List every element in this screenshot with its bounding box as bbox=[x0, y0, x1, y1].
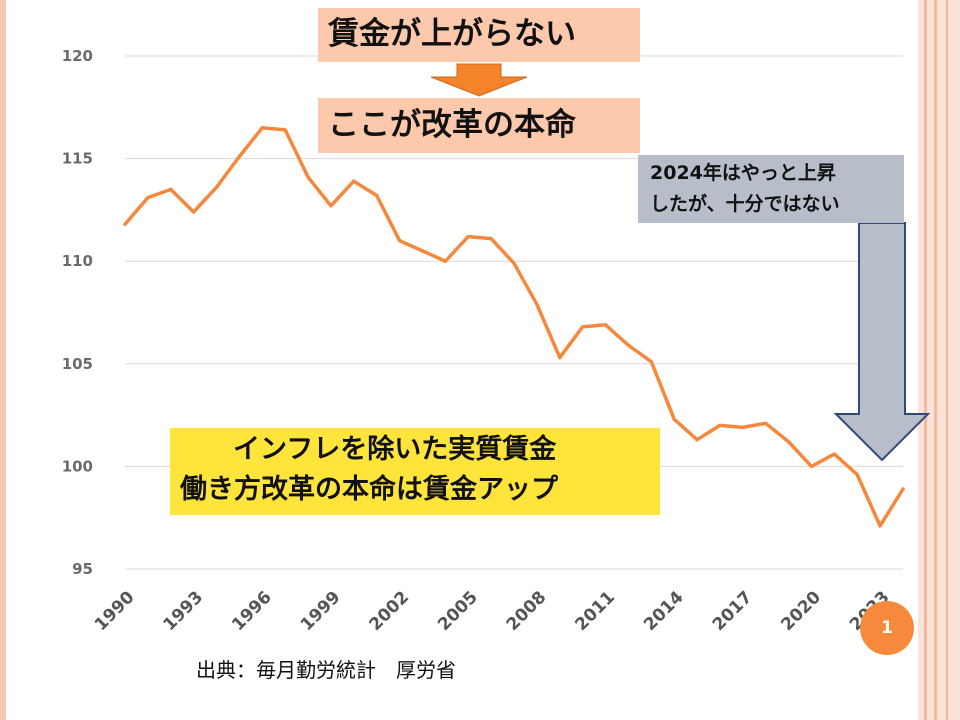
data-point-2000 bbox=[352, 179, 356, 183]
page-number-badge: 1 bbox=[860, 601, 914, 655]
data-point-2012 bbox=[626, 343, 631, 347]
data-point-2014 bbox=[672, 417, 676, 421]
headline-wages-not-rising: 賃金が上がらない bbox=[318, 8, 640, 62]
note-line-2: したが、十分ではない bbox=[650, 193, 840, 215]
data-point-1996 bbox=[260, 126, 264, 130]
data-point-2017 bbox=[741, 425, 745, 429]
data-point-2003 bbox=[420, 249, 425, 253]
x-tick-label: 1999 bbox=[297, 587, 345, 635]
data-point-2021 bbox=[832, 452, 837, 456]
data-point-2015 bbox=[695, 438, 699, 442]
data-point-1991 bbox=[146, 196, 150, 200]
x-tick-label: 1990 bbox=[91, 587, 139, 635]
x-tick-label: 1996 bbox=[228, 587, 276, 635]
caption-real-wages: インフレを除いた実質賃金 働き方改革の本命は賃金アップ bbox=[170, 428, 660, 515]
data-point-2002 bbox=[398, 239, 402, 243]
source-citation: 出典：毎月勤労統計 厚労省 bbox=[196, 658, 456, 682]
wage-series bbox=[123, 126, 905, 528]
data-point-2022 bbox=[855, 473, 859, 477]
data-point-2016 bbox=[718, 423, 722, 427]
x-tick-label: 2017 bbox=[709, 587, 757, 635]
note-line-1: 2024年はやっと上昇 bbox=[650, 162, 836, 184]
y-axis-ticks: 95 100 105 110 115 120 bbox=[62, 47, 93, 578]
data-point-2001 bbox=[375, 193, 379, 198]
data-point-2024 bbox=[901, 487, 905, 491]
data-point-2013 bbox=[649, 360, 653, 364]
orange-down-arrow bbox=[430, 63, 528, 97]
data-point-2008 bbox=[535, 302, 539, 306]
data-point-2018 bbox=[764, 421, 768, 425]
data-point-1993 bbox=[192, 210, 196, 214]
data-point-1999 bbox=[329, 204, 333, 208]
headline-reform-core: ここが改革の本命 bbox=[318, 98, 640, 153]
x-tick-label: 2005 bbox=[434, 587, 482, 635]
x-tick-label: 2014 bbox=[640, 587, 688, 635]
y-tick-label: 110 bbox=[62, 252, 93, 270]
x-tick-label: 1993 bbox=[160, 587, 208, 635]
data-point-2023 bbox=[878, 524, 882, 528]
note-2024-rise: 2024年はやっと上昇 したが、十分ではない bbox=[638, 155, 904, 223]
data-point-1992 bbox=[169, 187, 173, 191]
y-tick-label: 100 bbox=[62, 457, 93, 475]
data-point-2009 bbox=[558, 356, 562, 360]
data-point-1995 bbox=[237, 154, 241, 159]
y-tick-label: 95 bbox=[72, 560, 93, 578]
data-point-2004 bbox=[443, 259, 447, 263]
data-point-2020 bbox=[809, 464, 814, 468]
caption-line-2: 働き方改革の本命は賃金アップ bbox=[180, 474, 558, 505]
data-point-2006 bbox=[489, 237, 493, 241]
frame-stripe bbox=[924, 0, 927, 720]
x-tick-label: 2020 bbox=[777, 587, 825, 635]
x-tick-label: 2008 bbox=[503, 587, 551, 635]
x-tick-label: 2011 bbox=[571, 587, 619, 635]
left-frame-stripe bbox=[0, 0, 6, 720]
frame-stripe bbox=[946, 0, 948, 720]
data-point-1997 bbox=[283, 128, 287, 132]
frame-stripe bbox=[934, 0, 937, 720]
data-point-1990 bbox=[123, 222, 127, 226]
caption-line-1: インフレを除いた実質賃金 bbox=[233, 434, 557, 465]
x-tick-label: 2002 bbox=[366, 587, 414, 635]
data-point-2019 bbox=[787, 440, 791, 444]
x-axis-ticks: 1990 1993 1996 1999 2002 2005 2008 2011 2014 2017… bbox=[91, 587, 894, 635]
y-tick-label: 120 bbox=[62, 47, 93, 65]
data-point-2005 bbox=[466, 235, 470, 239]
data-point-1998 bbox=[306, 175, 310, 179]
data-point-2011 bbox=[603, 323, 608, 327]
y-tick-label: 105 bbox=[62, 355, 93, 373]
data-point-1994 bbox=[214, 185, 219, 189]
right-frame-stripes bbox=[918, 0, 960, 720]
data-point-2010 bbox=[581, 325, 585, 329]
data-point-2007 bbox=[512, 261, 516, 265]
gray-down-arrow bbox=[833, 222, 931, 462]
y-tick-label: 115 bbox=[62, 150, 93, 168]
